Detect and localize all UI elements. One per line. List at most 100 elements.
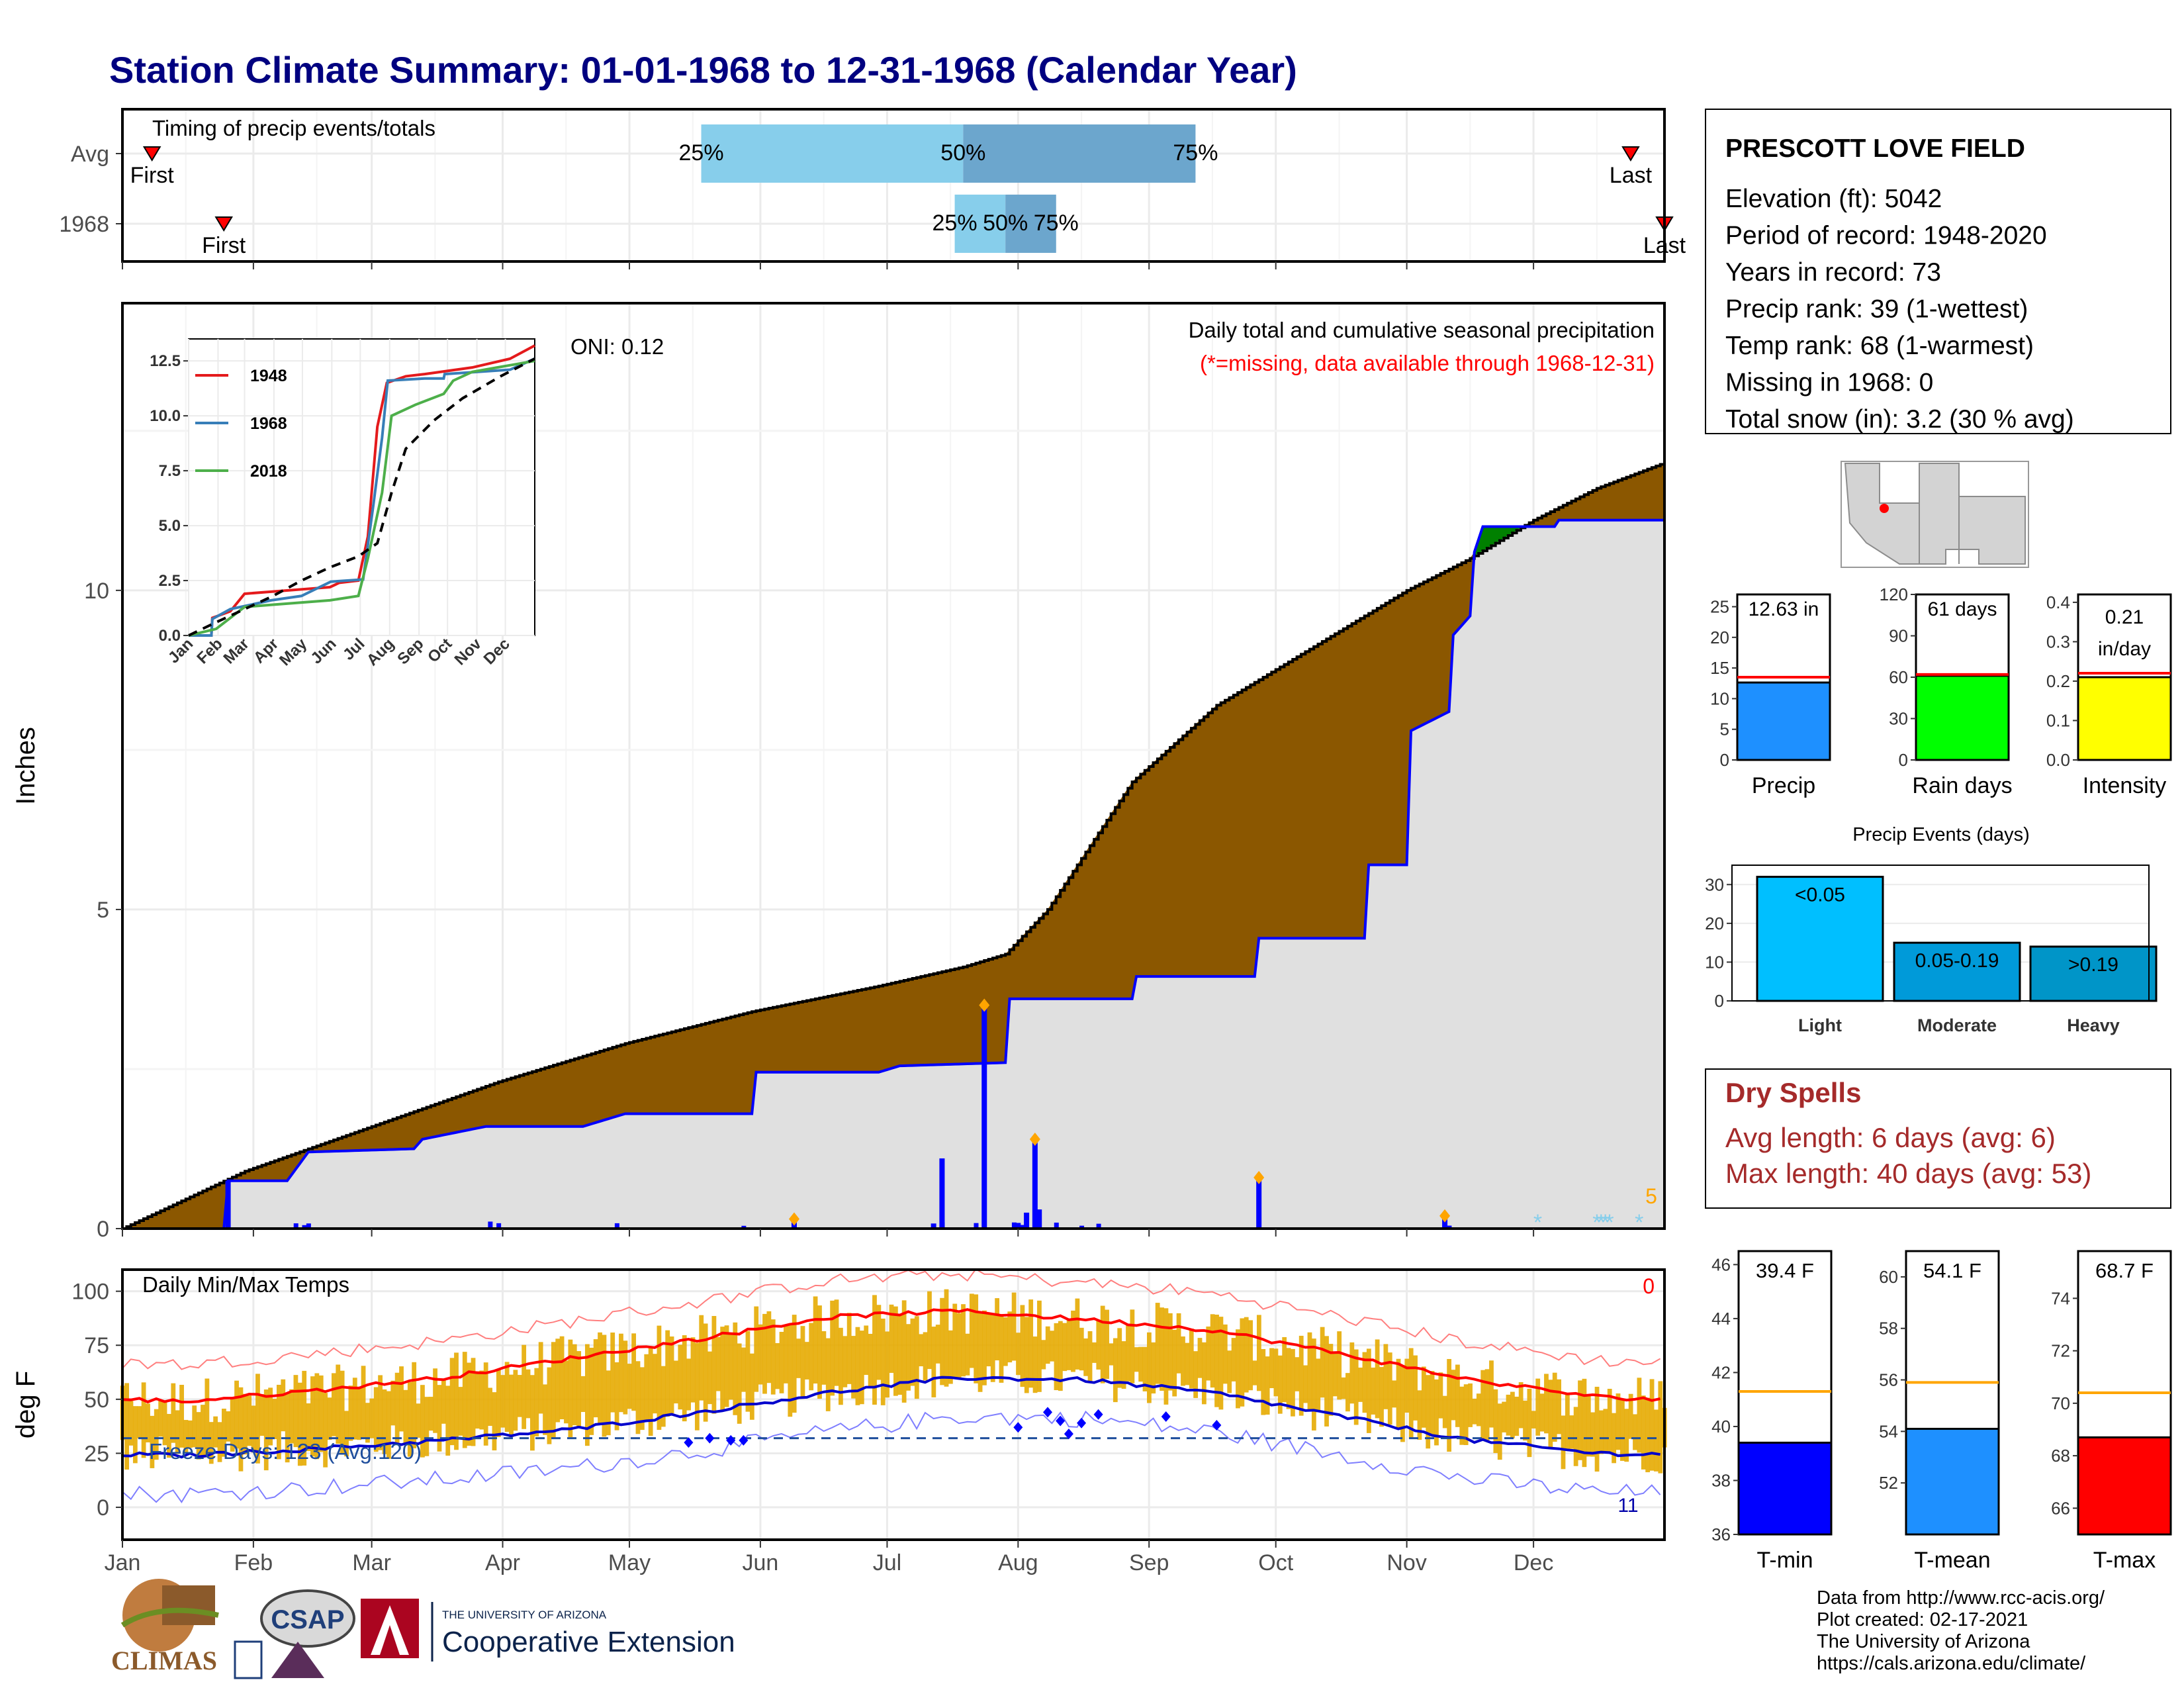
temp-bar-t-min: 36 38 40 42 44 46 39.4 F T-min xyxy=(1711,1250,1833,1573)
temp-day-bar xyxy=(1316,1358,1321,1413)
temp-day-bar xyxy=(1117,1328,1122,1388)
temp-day-bar xyxy=(564,1360,569,1424)
temp-bar-value xyxy=(1737,1441,1833,1536)
temp-day-bar xyxy=(171,1383,176,1443)
climas-logo-text: CLIMAS xyxy=(111,1646,217,1675)
temp-day-bar xyxy=(1176,1313,1181,1374)
temp-day-bar xyxy=(741,1347,746,1392)
events-tick: 30 xyxy=(1705,874,1724,894)
mini-bar-rain-days: 0 30 60 90 120 61 days Rain days xyxy=(1880,585,2013,798)
temp-day-bar xyxy=(327,1397,332,1440)
temp-day-bar xyxy=(1016,1333,1021,1376)
temp-day-bar xyxy=(238,1387,244,1472)
temp-day-bar xyxy=(416,1403,421,1438)
temp-day-bar xyxy=(686,1358,691,1411)
temp-day-bar xyxy=(230,1398,235,1452)
mini-bar-value xyxy=(1915,675,2010,761)
temp-day-bar xyxy=(1353,1349,1359,1425)
temp-day-bar xyxy=(1582,1378,1587,1468)
temp-avg-max-line xyxy=(122,1308,1661,1404)
temp-record-marker xyxy=(684,1437,694,1448)
temp-day-bar xyxy=(234,1380,239,1449)
temp-day-bar xyxy=(441,1379,446,1424)
inset-legend-label: 1948 xyxy=(250,367,287,385)
temp-day-bar xyxy=(1172,1329,1177,1397)
temp-record-marker xyxy=(1013,1422,1023,1433)
temp-day-bar xyxy=(217,1422,222,1462)
temp-day-bar xyxy=(720,1327,725,1410)
temp-day-bar xyxy=(995,1298,999,1361)
mini-bar-tick: 120 xyxy=(1880,585,1908,604)
temp-day-bar xyxy=(538,1342,543,1414)
precip-daily-bar xyxy=(1036,1209,1042,1229)
month-label: Nov xyxy=(1387,1550,1426,1575)
temp-day-bar xyxy=(1641,1395,1646,1470)
precip-daily-bar xyxy=(1079,1225,1085,1229)
temp-day-bar xyxy=(1066,1319,1071,1370)
temp-bar-tick: 72 xyxy=(2051,1341,2070,1361)
timing-bar-q50-q75 xyxy=(1005,195,1056,253)
temp-title: Daily Min/Max Temps xyxy=(142,1272,349,1297)
temp-day-bar xyxy=(373,1387,379,1452)
temp-day-bar xyxy=(906,1324,911,1391)
temp-day-bar xyxy=(1037,1300,1042,1392)
temp-day-bar xyxy=(1189,1329,1194,1389)
temp-day-bar xyxy=(386,1391,391,1459)
inset-legend-label: 1968 xyxy=(250,414,287,433)
temp-day-bar xyxy=(770,1319,776,1395)
temp-day-bar xyxy=(378,1375,383,1450)
temp-bar-tick: 46 xyxy=(1711,1254,1731,1274)
temp-day-bar xyxy=(1654,1409,1659,1472)
temp-day-bar xyxy=(357,1386,362,1440)
temp-day-bar xyxy=(598,1332,602,1425)
events-bar-label: >0.19 xyxy=(2068,954,2118,976)
temp-day-bar xyxy=(517,1375,522,1417)
dry-spells-border xyxy=(1705,1068,2171,1209)
temp-day-bar xyxy=(674,1360,678,1404)
temp-day-bar xyxy=(766,1311,772,1383)
temp-day-bar xyxy=(1240,1318,1245,1407)
precip-daily-bar xyxy=(1032,1139,1038,1229)
temp-ytick: 75 xyxy=(84,1333,109,1358)
temp-day-bar xyxy=(1121,1341,1126,1389)
timing-q25-label: 25% xyxy=(933,211,978,236)
temp-day-bar xyxy=(935,1325,940,1364)
temp-day-bar xyxy=(471,1358,476,1446)
temp-day-bar xyxy=(1619,1398,1625,1461)
temp-day-bar xyxy=(580,1376,586,1413)
temp-record-marker xyxy=(705,1432,715,1444)
temp-day-bar xyxy=(1214,1314,1219,1407)
temp-day-bar xyxy=(1341,1377,1346,1399)
temp-day-bar xyxy=(1160,1307,1164,1391)
precip-subtitle: (*=missing, data available through 1968-… xyxy=(1200,351,1655,375)
precip-daily-bar xyxy=(1443,1225,1448,1229)
month-label: Jun xyxy=(743,1550,779,1575)
temp-day-bar xyxy=(657,1325,662,1430)
temp-day-bar xyxy=(876,1305,882,1380)
temp-day-bar xyxy=(1138,1346,1144,1382)
temp-day-bar xyxy=(1400,1366,1405,1442)
temp-day-bar xyxy=(855,1327,860,1405)
temp-day-bar xyxy=(648,1346,653,1436)
precip-deficit-fill xyxy=(122,463,1664,1229)
temp-day-bar xyxy=(1658,1381,1663,1474)
station-info-line: Period of record: 1948-2020 xyxy=(1725,222,2047,250)
temp-day-bar xyxy=(1472,1398,1477,1425)
month-label: Dec xyxy=(1514,1550,1553,1575)
temp-bar-tick: 42 xyxy=(1711,1362,1731,1382)
temp-day-bar xyxy=(745,1331,751,1412)
month-label: Sep xyxy=(1129,1550,1169,1575)
mini-bar-text: 12.63 in xyxy=(1749,598,1819,620)
temp-day-bar xyxy=(297,1382,302,1466)
precip-daily-bar xyxy=(306,1223,311,1229)
temp-day-bar xyxy=(1607,1389,1612,1452)
mini-bar-tick: 90 xyxy=(1889,626,1908,646)
temp-ytick: 50 xyxy=(84,1387,109,1413)
temp-day-bar xyxy=(534,1368,539,1436)
month-label: Jul xyxy=(873,1550,901,1575)
temp-daily-bars xyxy=(120,1289,1667,1474)
temp-day-bar xyxy=(255,1374,260,1464)
csap-mountain-icon xyxy=(271,1642,324,1678)
temp-day-bar xyxy=(1535,1378,1541,1436)
